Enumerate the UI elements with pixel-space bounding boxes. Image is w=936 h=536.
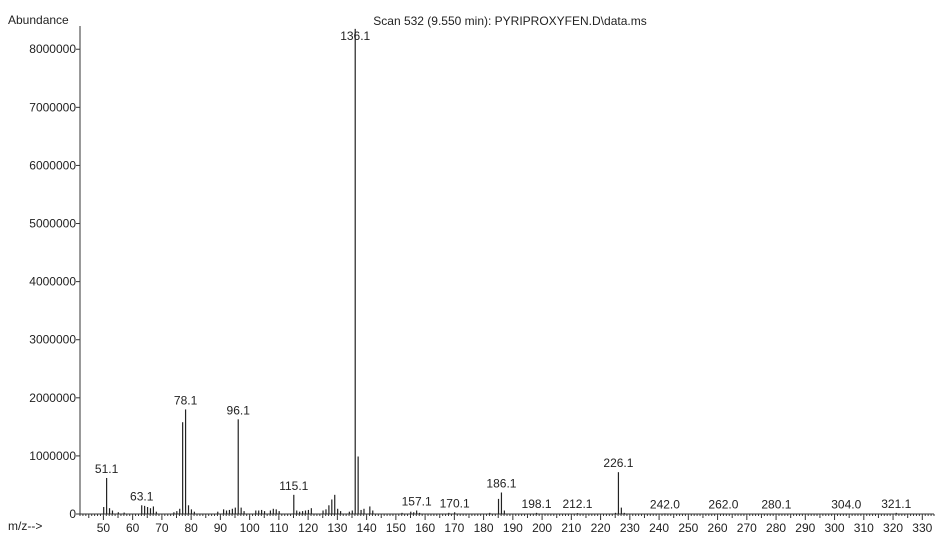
peak-label: 198.1 [522,497,552,511]
x-tick-label: 60 [126,521,140,535]
x-tick-label: 240 [649,521,669,535]
x-tick-label: 210 [561,521,581,535]
y-tick-label: 5000000 [29,217,76,231]
x-tick-label: 180 [474,521,494,535]
y-tick-label: 6000000 [29,158,76,172]
x-tick-label: 160 [415,521,435,535]
y-tick-label: 1000000 [29,449,76,463]
x-tick-label: 270 [737,521,757,535]
peak-label: 321.1 [881,497,911,511]
peak-label: 51.1 [95,462,119,476]
peak-label: 186.1 [486,477,516,491]
x-tick-label: 100 [240,521,260,535]
x-tick-label: 130 [327,521,347,535]
peak-label: 226.1 [603,456,633,470]
peak-label: 78.1 [174,393,198,407]
peak-label: 304.0 [831,498,861,512]
x-tick-label: 170 [444,521,464,535]
peak-label: 63.1 [130,489,154,503]
peak-label: 170.1 [440,496,470,510]
peak-label: 136.1 [340,29,370,43]
x-tick-label: 150 [386,521,406,535]
peak-label: 115.1 [279,479,308,493]
peak-label: 280.1 [761,498,791,512]
x-axis-label: m/z--> [8,519,42,533]
x-tick-label: 320 [883,521,903,535]
x-tick-label: 230 [620,521,640,535]
x-tick-label: 290 [795,521,815,535]
chart-title: Scan 532 (9.550 min): PYRIPROXYFEN.D\dat… [373,14,646,28]
x-tick-label: 50 [97,521,111,535]
x-tick-label: 120 [298,521,318,535]
x-tick-label: 110 [269,521,288,535]
x-tick-label: 260 [708,521,728,535]
peak-labels: 51.1 63.1 78.1 96.1 115.1 136.1 157.1 170.1 186.… [95,29,912,512]
x-tick-label: 190 [503,521,523,535]
y-tick-label: 2000000 [29,391,76,405]
peak-label: 262.0 [708,498,738,512]
y-axis-label: Abundance [8,13,69,27]
y-tick-label: 7000000 [29,100,76,114]
peak-label: 242.0 [650,497,680,511]
x-tick-label: 300 [825,521,845,535]
peak-label: 157.1 [402,495,432,509]
y-tick-label: 8000000 [29,42,76,56]
spectrum-peaks [103,28,897,514]
x-tick-label: 280 [766,521,786,535]
x-tick-label: 200 [532,521,552,535]
y-tick-label: 4000000 [29,275,76,289]
peak-label: 212.1 [562,497,592,511]
x-tick-label: 140 [357,521,377,535]
y-tick-label: 0 [69,507,76,521]
y-axis-ticks: 0 1000000 2000000 3000000 4000000 5000000 6000… [29,42,80,521]
peak-label: 96.1 [227,403,251,417]
y-tick-label: 3000000 [29,333,76,347]
x-tick-label: 90 [214,521,228,535]
x-tick-label: 310 [854,521,874,535]
x-tick-label: 250 [678,521,698,535]
x-tick-label: 220 [591,521,611,535]
x-tick-label: 80 [184,521,198,535]
x-axis-ticks: 50 60 70 80 90 100 110 120 130 140 150 160 170 180 190… [79,514,935,535]
x-tick-label: 330 [912,521,932,535]
x-tick-label: 70 [155,521,169,535]
